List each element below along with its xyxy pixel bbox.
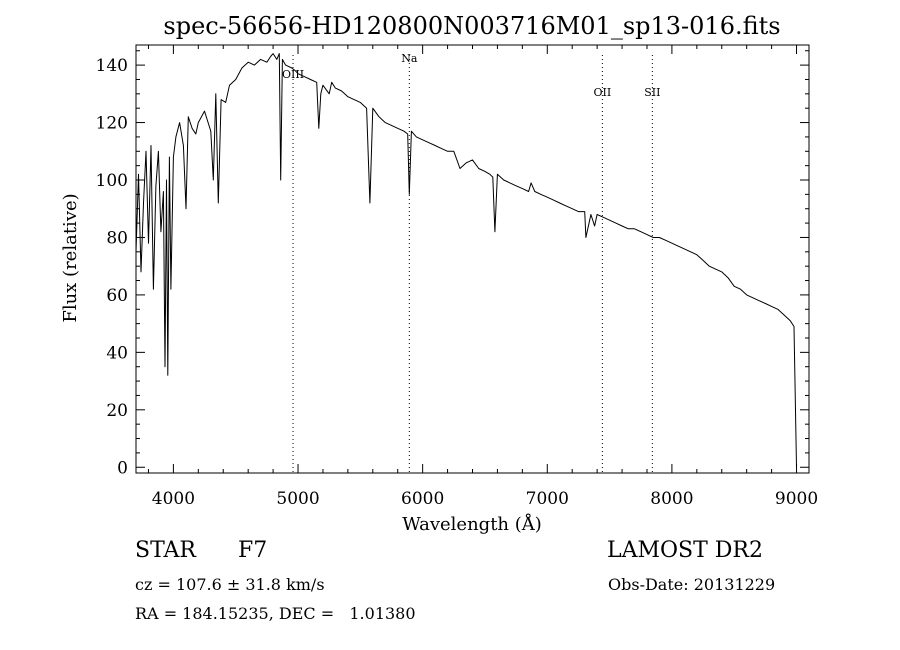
object-type: STAR xyxy=(135,538,196,563)
x-axis-label: Wavelength (Å) xyxy=(402,513,542,535)
redshift-velocity: cz = 107.6 ± 31.8 km/s xyxy=(135,575,325,594)
y-tick-label: 80 xyxy=(106,228,128,248)
line-marker-label: SII xyxy=(644,86,660,99)
x-tick-label: 9000 xyxy=(775,489,818,509)
x-tick-label: 4000 xyxy=(152,489,195,509)
x-tick-label: 6000 xyxy=(401,489,444,509)
spectrum-line xyxy=(135,53,797,468)
line-marker-label: OIII xyxy=(282,68,304,81)
observation-date: Obs-Date: 20131229 xyxy=(608,575,776,594)
x-tick-label: 5000 xyxy=(276,489,319,509)
x-tick-label: 7000 xyxy=(526,489,569,509)
x-tick-label: 8000 xyxy=(650,489,693,509)
y-tick-label: 60 xyxy=(106,286,128,306)
y-axis-label: Flux (relative) xyxy=(60,193,81,322)
chart-title: spec-56656-HD120800N003716M01_sp13-016.f… xyxy=(163,12,780,40)
y-tick-label: 20 xyxy=(106,401,128,421)
plot-frame xyxy=(135,44,810,474)
y-tick-label: 40 xyxy=(106,343,128,363)
object-class: F7 xyxy=(238,538,268,563)
y-tick-label: 100 xyxy=(96,171,128,191)
y-tick-label: 140 xyxy=(96,56,128,76)
line-marker-label: Na xyxy=(401,52,418,65)
coordinates: RA = 184.15235, DEC = 1.01380 xyxy=(135,604,416,623)
survey-name: LAMOST DR2 xyxy=(607,538,763,563)
line-marker-label: OII xyxy=(594,86,612,99)
y-tick-label: 120 xyxy=(96,114,128,134)
y-tick-label: 0 xyxy=(117,458,128,478)
